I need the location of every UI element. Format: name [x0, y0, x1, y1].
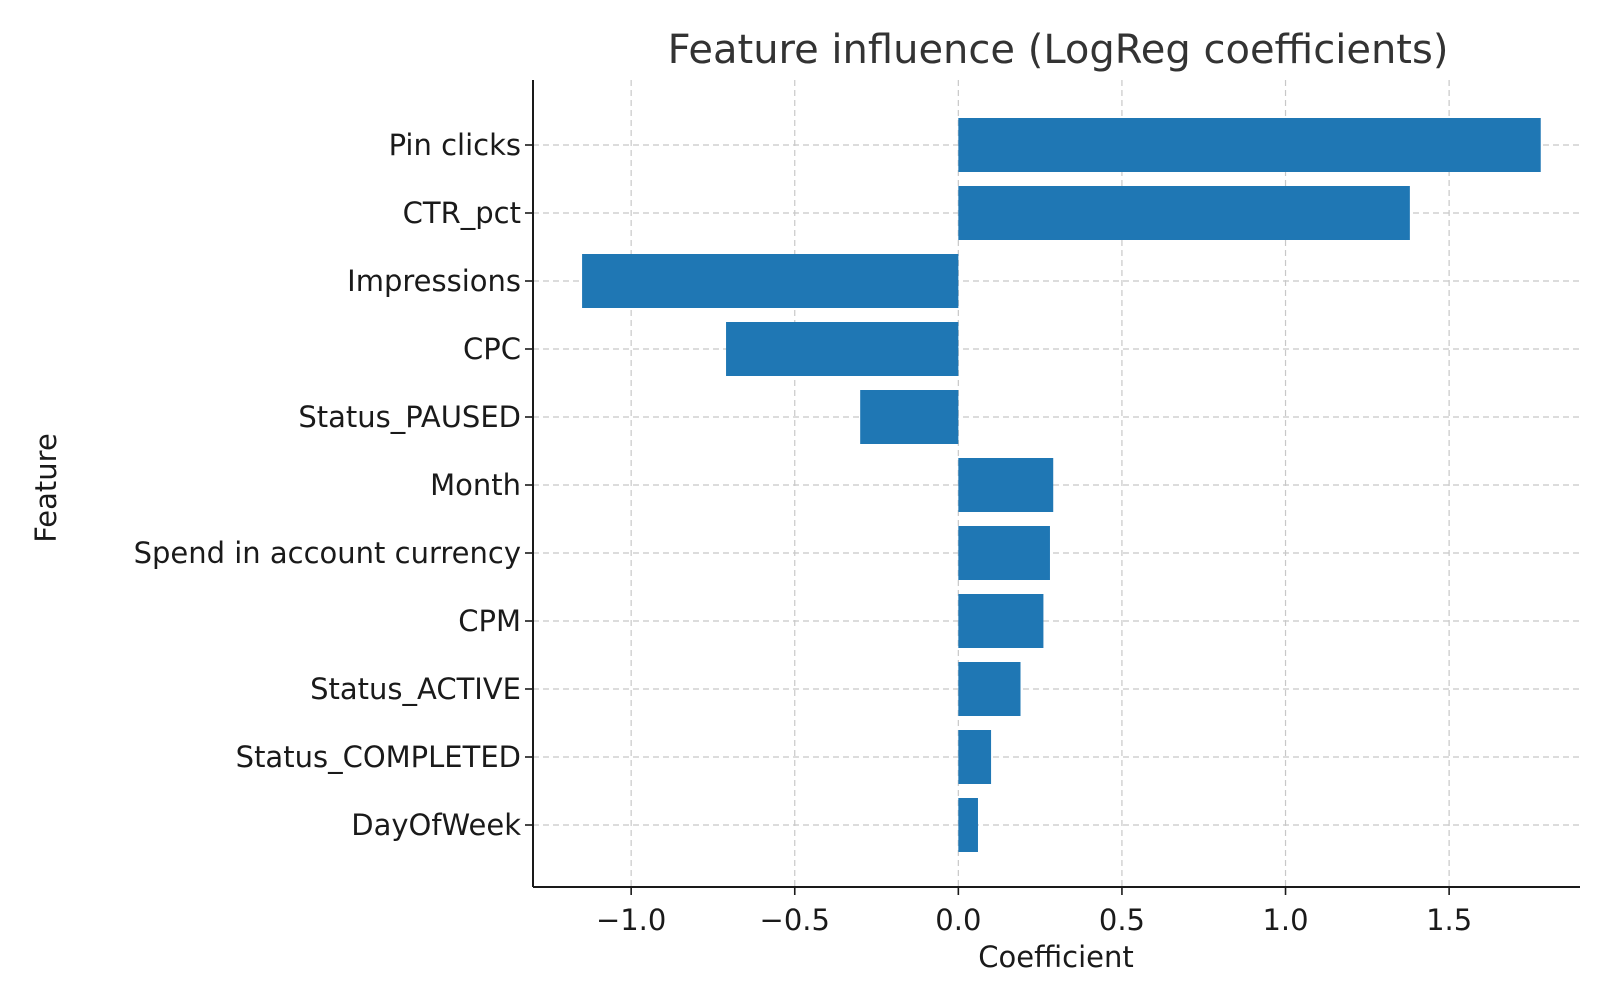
y-tick-label: Status_PAUSED	[298, 400, 521, 434]
x-tick-label: 0.5	[1099, 903, 1145, 937]
x-ticks: −1.0 −0.5 0.0 0.5 1.0 1.5	[596, 887, 1472, 937]
bar	[726, 322, 959, 376]
y-tick-label: Status_ACTIVE	[310, 672, 521, 706]
bar	[958, 526, 1050, 580]
y-gridlines	[533, 144, 1580, 826]
y-tick-label: CPC	[463, 332, 521, 366]
chart-title: Feature influence (LogReg coefficients)	[668, 27, 1449, 73]
bar	[958, 118, 1541, 172]
x-tick-label: 0.0	[935, 903, 981, 937]
bar	[958, 730, 992, 784]
y-tick-label: CTR_pct	[403, 196, 521, 230]
y-tick-label: DayOfWeek	[351, 808, 521, 842]
y-tick-label: Status_COMPLETED	[236, 740, 521, 774]
y-tick-label: Impressions	[347, 264, 521, 298]
x-tick-label: −1.0	[596, 903, 666, 937]
y-tick-label: Pin clicks	[389, 128, 521, 162]
bar	[958, 662, 1021, 716]
y-ticks: Pin clicks CTR_pct Impressions CPC Status_PA…	[134, 128, 533, 842]
bar	[582, 254, 959, 308]
x-tick-label: 1.0	[1262, 903, 1308, 937]
y-tick-label: CPM	[458, 604, 521, 638]
y-axis-label: Feature	[29, 433, 63, 543]
x-tick-label: 1.5	[1426, 903, 1472, 937]
bar	[860, 390, 959, 444]
bar	[958, 186, 1410, 240]
y-tick-label: Spend in account currency	[134, 536, 521, 570]
y-tick-label: Month	[430, 468, 521, 502]
bar	[958, 458, 1054, 512]
bar	[958, 594, 1044, 648]
bar	[958, 798, 978, 852]
x-axis-label: Coefficient	[978, 940, 1133, 974]
bars	[582, 118, 1541, 852]
x-tick-label: −0.5	[760, 903, 830, 937]
